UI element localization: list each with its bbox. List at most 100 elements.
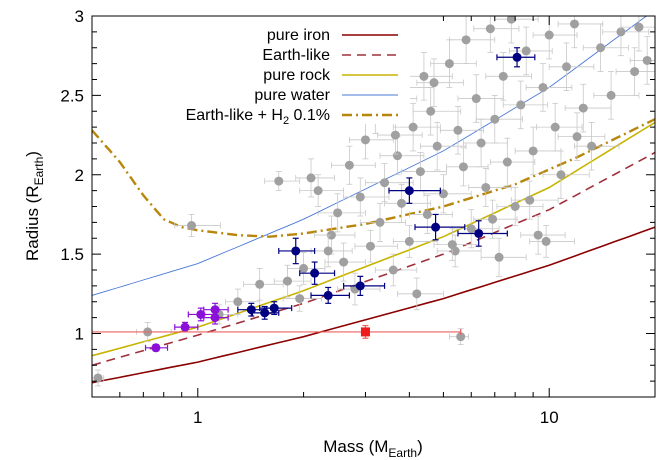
data-point xyxy=(274,176,284,186)
data-point xyxy=(606,90,616,100)
data-point xyxy=(461,35,471,45)
data-point xyxy=(438,189,448,199)
data-point xyxy=(210,313,220,323)
data-point xyxy=(502,157,512,167)
data-point xyxy=(634,22,644,32)
data-point xyxy=(444,59,454,69)
model-curve-4 xyxy=(92,118,655,238)
model-curve-0 xyxy=(92,226,655,384)
data-point xyxy=(333,208,343,218)
data-point xyxy=(355,281,365,291)
data-point xyxy=(260,308,270,318)
data-point xyxy=(415,167,425,177)
data-point xyxy=(550,122,560,132)
data-point xyxy=(431,222,441,232)
data-point xyxy=(432,141,442,151)
y-tick-label: 2 xyxy=(75,166,84,185)
data-point xyxy=(299,263,309,273)
legend-label-pure-iron: pure iron xyxy=(267,27,330,44)
data-point xyxy=(412,289,422,299)
legend: pure iron Earth-like pure rock pure wate… xyxy=(118,16,410,127)
data-point xyxy=(323,246,333,256)
data-point xyxy=(578,103,588,113)
data-point xyxy=(544,30,554,40)
data-point xyxy=(408,122,418,132)
data-point xyxy=(93,373,103,383)
data-point xyxy=(453,125,463,135)
data-point xyxy=(533,230,543,240)
data-point xyxy=(569,19,579,29)
series-3 xyxy=(92,324,462,339)
data-point xyxy=(390,130,400,140)
data-point xyxy=(291,246,301,256)
data-point xyxy=(355,192,365,202)
series-2 xyxy=(144,302,229,353)
data-point xyxy=(510,202,520,211)
data-point xyxy=(596,43,606,53)
series-1 xyxy=(237,47,536,320)
data-point xyxy=(365,241,375,251)
data-point xyxy=(498,71,508,81)
data-point xyxy=(572,132,582,142)
data-point xyxy=(310,268,320,278)
legend-label-earth-like-h2: Earth-like + H2 0.1% xyxy=(186,107,330,127)
y-tick-label: 3 xyxy=(75,7,84,26)
data-point xyxy=(392,151,402,161)
x-tick-label: 1 xyxy=(193,408,202,427)
data-point xyxy=(525,195,535,205)
data-point xyxy=(397,198,407,208)
data-point xyxy=(306,173,316,183)
data-point xyxy=(521,46,531,56)
data-point xyxy=(282,276,292,286)
data-point xyxy=(456,332,466,342)
data-point xyxy=(196,309,206,319)
data-point xyxy=(375,217,385,227)
data-point xyxy=(380,178,390,188)
data-point xyxy=(404,236,414,246)
data-point xyxy=(466,224,476,234)
data-point xyxy=(344,160,354,170)
data-point xyxy=(233,297,243,307)
data-point xyxy=(506,16,516,24)
legend-label-pure-water: pure water xyxy=(254,87,330,104)
x-axis-title: Mass (MEarth) xyxy=(323,437,423,460)
legend-label-earth-like: Earth-like xyxy=(262,47,330,64)
data-point xyxy=(269,303,279,313)
data-point xyxy=(562,62,572,72)
data-point xyxy=(210,305,220,315)
data-point xyxy=(429,78,439,88)
data-point xyxy=(490,114,500,124)
data-point xyxy=(187,221,197,231)
x-tick-label: 10 xyxy=(540,408,559,427)
y-tick-label: 2.5 xyxy=(60,86,84,105)
data-point xyxy=(481,182,491,192)
data-point xyxy=(541,236,551,246)
data-point xyxy=(323,290,333,300)
data-point xyxy=(556,170,566,180)
data-point xyxy=(388,265,398,275)
data-point xyxy=(426,106,436,116)
data-point xyxy=(246,305,256,315)
data-point xyxy=(512,52,522,62)
data-point xyxy=(151,343,161,353)
data-point xyxy=(471,94,481,104)
y-axis-title: Radius (REarth) xyxy=(23,151,46,261)
data-point xyxy=(630,67,640,77)
data-point xyxy=(516,100,526,110)
data-point xyxy=(339,257,349,267)
data-point xyxy=(485,24,495,34)
data-point xyxy=(494,252,504,262)
y-tick-label: 1 xyxy=(75,325,84,344)
data-point xyxy=(360,327,370,337)
data-point xyxy=(422,209,432,219)
legend-label-pure-rock: pure rock xyxy=(263,67,331,84)
data-point xyxy=(488,214,498,224)
data-point xyxy=(313,186,323,196)
data-point xyxy=(538,82,548,92)
data-point xyxy=(360,135,370,145)
model-curve-1 xyxy=(92,151,655,367)
y-tick-label: 1.5 xyxy=(60,245,84,264)
data-point xyxy=(587,141,597,151)
data-point xyxy=(476,138,486,148)
